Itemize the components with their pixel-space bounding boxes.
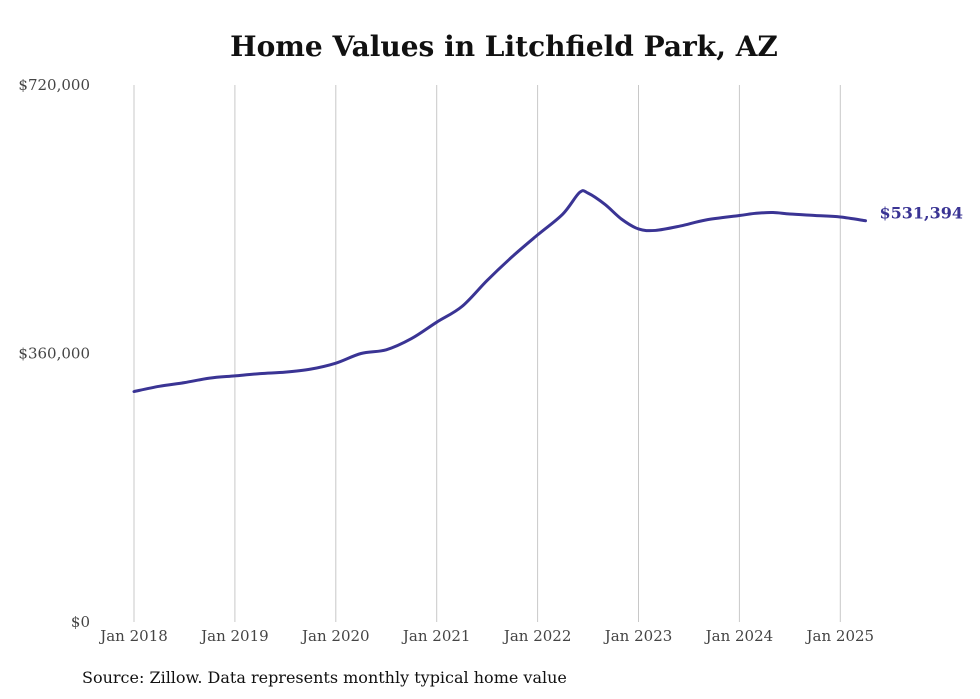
- x-tick-label: Jan 2022: [502, 627, 572, 645]
- chart-title: Home Values in Litchfield Park, AZ: [230, 30, 778, 63]
- x-tick-label: Jan 2019: [199, 627, 269, 645]
- x-tick-label: Jan 2024: [704, 627, 774, 645]
- x-tick-label: Jan 2025: [805, 627, 875, 645]
- x-tick-label: Jan 2018: [98, 627, 168, 645]
- x-tick-label: Jan 2020: [300, 627, 370, 645]
- x-tick-label: Jan 2021: [401, 627, 471, 645]
- y-tick-label: $720,000: [18, 76, 90, 94]
- y-axis-ticks: $0 $360,000 $720,000: [18, 76, 90, 631]
- series-line: [132, 189, 868, 394]
- chart-source-note: Source: Zillow. Data represents monthly …: [82, 668, 567, 687]
- y-tick-label: $0: [71, 613, 90, 631]
- y-tick-label: $360,000: [18, 345, 90, 363]
- series-layer: $531,394: [132, 189, 964, 394]
- grid-layer: [133, 85, 841, 622]
- x-tick-label: Jan 2023: [603, 627, 673, 645]
- end-value-label: $531,394: [880, 204, 964, 223]
- x-axis-ticks: Jan 2018 Jan 2019 Jan 2020 Jan 2021 Jan 2022…: [98, 627, 874, 645]
